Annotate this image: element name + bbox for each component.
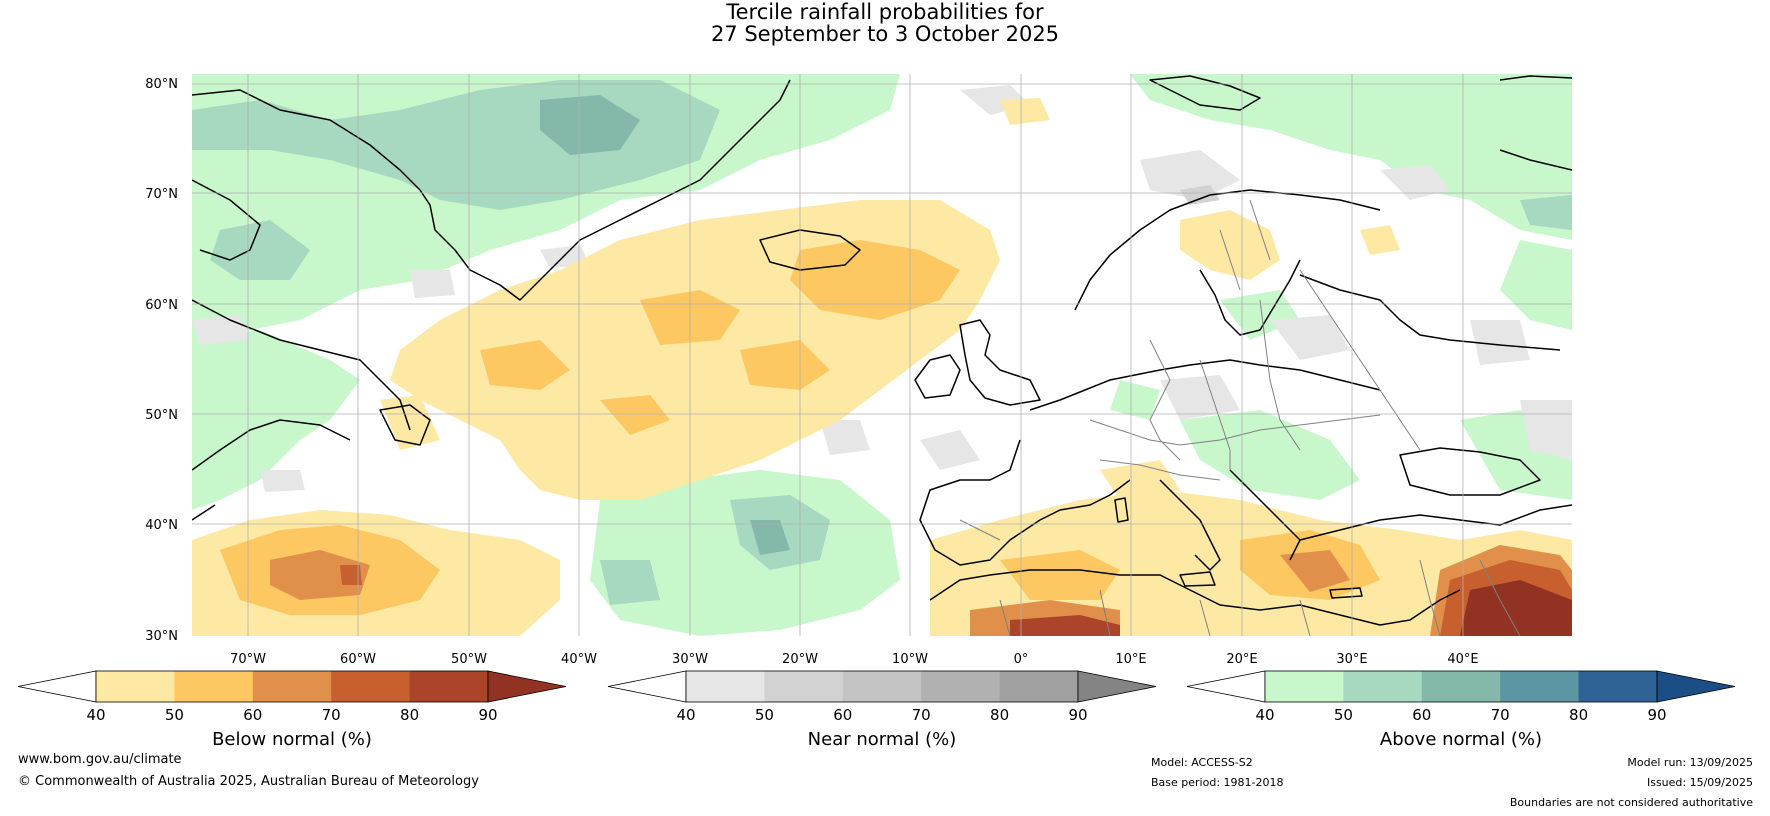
colorbar-tick-label: 80	[990, 706, 1009, 724]
lon-label: 40°E	[1447, 652, 1478, 667]
colorbar-segment	[764, 671, 844, 702]
chart-title-line1: Tercile rainfall probabilities for	[726, 0, 1044, 24]
lat-label: 80°N	[145, 77, 178, 92]
lon-label: 10°E	[1115, 652, 1146, 667]
colorbar-high-extend	[1656, 670, 1736, 703]
colorbar-tick-label: 50	[755, 706, 774, 724]
colorbar-tick-label: 90	[478, 706, 497, 724]
model-name: Model: ACCESS-S2	[1151, 756, 1253, 769]
coastlines	[192, 75, 1572, 626]
colorbar-tick-label: 70	[322, 706, 341, 724]
lon-label: 40°W	[561, 652, 597, 667]
colorbar-tick-label: 40	[1255, 706, 1274, 724]
map-plot-area	[192, 74, 1572, 636]
colorbars: 40 50 60 70 80 90 Below normal (%) 40 50 60 70 80 90…	[17, 670, 1736, 750]
website-link[interactable]: www.bom.gov.au/climate	[18, 752, 182, 767]
colorbar-high-extend	[1077, 670, 1157, 703]
colorbar-segment	[252, 671, 332, 702]
colorbar-tick-label: 90	[1647, 706, 1666, 724]
colorbar-tick-label: 80	[1569, 706, 1588, 724]
disclaimer: Boundaries are not considered authoritat…	[1509, 796, 1753, 809]
lat-label: 30°N	[145, 629, 178, 644]
colorbar-tick-label: 50	[1334, 706, 1353, 724]
lat-label: 40°N	[145, 518, 178, 533]
colorbar-label: Near normal (%)	[808, 729, 957, 750]
colorbar-low-extend	[17, 670, 97, 703]
colorbar-label: Above normal (%)	[1380, 729, 1542, 750]
lat-label: 50°N	[145, 408, 178, 423]
lon-label: 70°W	[230, 652, 266, 667]
lon-label: 30°W	[672, 652, 708, 667]
colorbar-segment	[409, 671, 489, 702]
lat-label: 70°N	[145, 187, 178, 202]
colorbar-low-extend	[607, 670, 687, 703]
lon-label: 30°E	[1336, 652, 1367, 667]
model-run-date: Model run: 13/09/2025	[1627, 756, 1753, 769]
colorbar-tick-label: 50	[165, 706, 184, 724]
colorbar-segment	[999, 671, 1079, 702]
colorbar-tick-label: 70	[1491, 706, 1510, 724]
colorbar-low-extend	[1186, 670, 1266, 703]
colorbar-above: 40 50 60 70 80 90 Above normal (%)	[1186, 670, 1736, 750]
colorbar-label: Below normal (%)	[212, 729, 372, 750]
colorbar-segment	[174, 671, 254, 702]
above-normal-fields	[192, 74, 1572, 636]
graticule	[192, 74, 1572, 636]
colorbar-near: 40 50 60 70 80 90 Near normal (%)	[607, 670, 1157, 750]
lon-label: 50°W	[451, 652, 487, 667]
country-borders	[959, 199, 1521, 636]
chart-title-line2: 27 September to 3 October 2025	[710, 22, 1060, 46]
lon-label: 10°W	[892, 652, 928, 667]
colorbar-segment	[1578, 671, 1658, 702]
colorbar-segment	[1500, 671, 1580, 702]
colorbar-tick-label: 60	[243, 706, 262, 724]
below-normal-fields	[192, 98, 1572, 636]
colorbar-tick-label: 90	[1068, 706, 1087, 724]
colorbar-segment	[331, 671, 411, 702]
copyright-text: © Commonwealth of Australia 2025, Austra…	[18, 774, 479, 789]
lon-label: 20°W	[782, 652, 818, 667]
colorbar-tick-label: 70	[912, 706, 931, 724]
colorbar-tick-label: 80	[400, 706, 419, 724]
colorbar-segment	[1265, 671, 1344, 702]
colorbar-tick-label: 60	[833, 706, 852, 724]
colorbar-segment	[1343, 671, 1423, 702]
base-period: Base period: 1981-2018	[1151, 776, 1284, 789]
colorbar-tick-label: 40	[86, 706, 105, 724]
lon-label: 60°W	[340, 652, 376, 667]
colorbar-segment	[1421, 671, 1501, 702]
issued-date: Issued: 15/09/2025	[1646, 776, 1753, 789]
colorbar-segment	[96, 671, 175, 702]
colorbar-segment	[921, 671, 1001, 702]
lon-label: 20°E	[1226, 652, 1257, 667]
colorbar-tick-label: 40	[676, 706, 695, 724]
colorbar-tick-label: 60	[1412, 706, 1431, 724]
colorbar-below: 40 50 60 70 80 90 Below normal (%)	[17, 670, 567, 750]
colorbar-segment	[686, 671, 765, 702]
lon-label: 0°	[1014, 652, 1029, 667]
colorbar-segment	[842, 671, 922, 702]
lat-label: 60°N	[145, 298, 178, 313]
colorbar-high-extend	[487, 670, 567, 703]
